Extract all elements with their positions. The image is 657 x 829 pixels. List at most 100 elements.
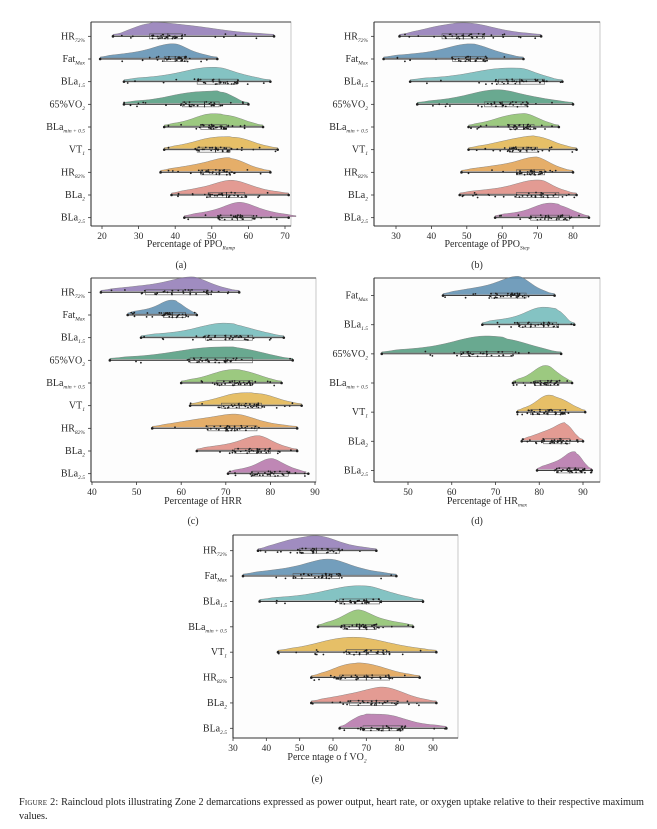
x-tick-label: 90 — [428, 744, 438, 754]
rain-point — [461, 195, 464, 198]
rain-point — [356, 623, 358, 626]
rain-point — [529, 125, 532, 127]
rain-point — [534, 381, 537, 384]
y-tick-label: BLa1.5 — [61, 77, 85, 90]
rain-point — [175, 78, 178, 81]
rain-point — [200, 357, 203, 359]
rain-point — [143, 335, 146, 338]
rain-point — [467, 172, 470, 175]
raincloud-BLa25 — [493, 202, 591, 221]
rain-point — [234, 335, 236, 338]
rain-point — [167, 57, 170, 60]
rain-point — [227, 196, 230, 199]
rain-point — [550, 146, 553, 149]
y-tick-label: VT1 — [69, 145, 85, 158]
y-label-main: BLa — [65, 190, 83, 201]
rain-point — [250, 471, 253, 473]
rain-point — [295, 651, 298, 654]
rain-point-min — [183, 216, 186, 219]
y-label-main: BLa — [344, 320, 362, 331]
x-axis-title: Percentage of PPOStep — [444, 239, 529, 252]
rain-point — [212, 127, 215, 130]
rain-point — [148, 56, 151, 59]
rain-point — [246, 452, 249, 455]
rain-point — [228, 151, 230, 153]
rain-point — [445, 37, 447, 39]
rain-point — [419, 649, 422, 652]
rain-point — [542, 196, 545, 198]
rain-point — [342, 703, 345, 705]
rain-point — [251, 406, 254, 409]
rain-point — [504, 105, 507, 108]
rain-point — [545, 383, 548, 386]
caption-text: Raincloud plots illustrating Zone 2 dema… — [19, 797, 644, 822]
rain-point — [224, 82, 227, 84]
rain-point — [271, 471, 273, 474]
y-label-main: BLa — [344, 213, 362, 224]
rain-point — [155, 293, 158, 296]
rain-point — [213, 194, 216, 197]
rain-point — [518, 124, 521, 126]
rain-point — [216, 383, 219, 386]
y-tick-label: HR72% — [61, 31, 85, 44]
rain-point — [211, 146, 214, 149]
rain-point — [110, 289, 113, 292]
rain-point — [228, 172, 231, 175]
rain-point — [253, 403, 256, 406]
rain-point — [357, 704, 360, 706]
rain-point — [257, 472, 260, 475]
rain-point — [191, 289, 193, 291]
rain-point — [133, 311, 136, 314]
rain-point — [560, 441, 563, 444]
y-label-sub: 72% — [75, 38, 86, 44]
raincloud-HR72 — [256, 535, 378, 554]
x-axis-title: Percentage of HRmax — [447, 496, 528, 509]
rain-point — [192, 194, 194, 196]
rain-point — [530, 147, 532, 149]
rain-point — [164, 57, 167, 60]
raincloud-BLa25 — [183, 202, 297, 221]
rain-point — [535, 442, 538, 445]
y-label-main: BLa — [61, 469, 79, 480]
rain-point — [236, 194, 239, 197]
raincloud-BLa25 — [226, 458, 310, 477]
y-label-main: HR — [61, 423, 75, 434]
rain-point — [535, 191, 537, 194]
rain-point — [456, 354, 458, 357]
rain-point — [232, 357, 235, 360]
rain-point — [553, 469, 556, 472]
rain-point — [244, 449, 247, 452]
rain-point — [195, 335, 198, 338]
y-tick-label: HR82% — [61, 423, 85, 436]
rain-point — [503, 147, 506, 149]
rain-point — [485, 350, 488, 353]
rain-point — [511, 292, 513, 295]
rain-point — [510, 355, 513, 357]
y-tick-label: BLa1.5 — [203, 596, 227, 609]
rain-point — [385, 650, 388, 653]
rain-point — [511, 80, 514, 83]
rain-point — [274, 475, 276, 477]
y-tick-label: FatMax — [204, 571, 227, 584]
rain-point — [502, 354, 505, 357]
rain-point — [265, 451, 268, 454]
rain-point — [353, 653, 355, 656]
rain-point — [568, 216, 571, 219]
y-tick-label: BLa2.5 — [344, 213, 368, 226]
rain-point-min — [310, 701, 313, 705]
rain-point — [215, 173, 218, 175]
rain-point — [433, 35, 435, 38]
rain-point — [161, 33, 164, 36]
rain-point — [171, 290, 174, 292]
y-label-sub: Max — [357, 61, 368, 67]
rain-point — [214, 334, 217, 337]
x-tick-label: 80 — [568, 232, 578, 242]
rain-point — [520, 79, 523, 82]
iqr-box — [508, 124, 535, 130]
rain-point — [263, 450, 266, 452]
rain-point-min — [170, 193, 173, 197]
rain-point — [476, 57, 479, 59]
rain-point — [551, 170, 554, 173]
y-label-main: VT — [352, 145, 365, 156]
rain-point — [516, 292, 519, 295]
